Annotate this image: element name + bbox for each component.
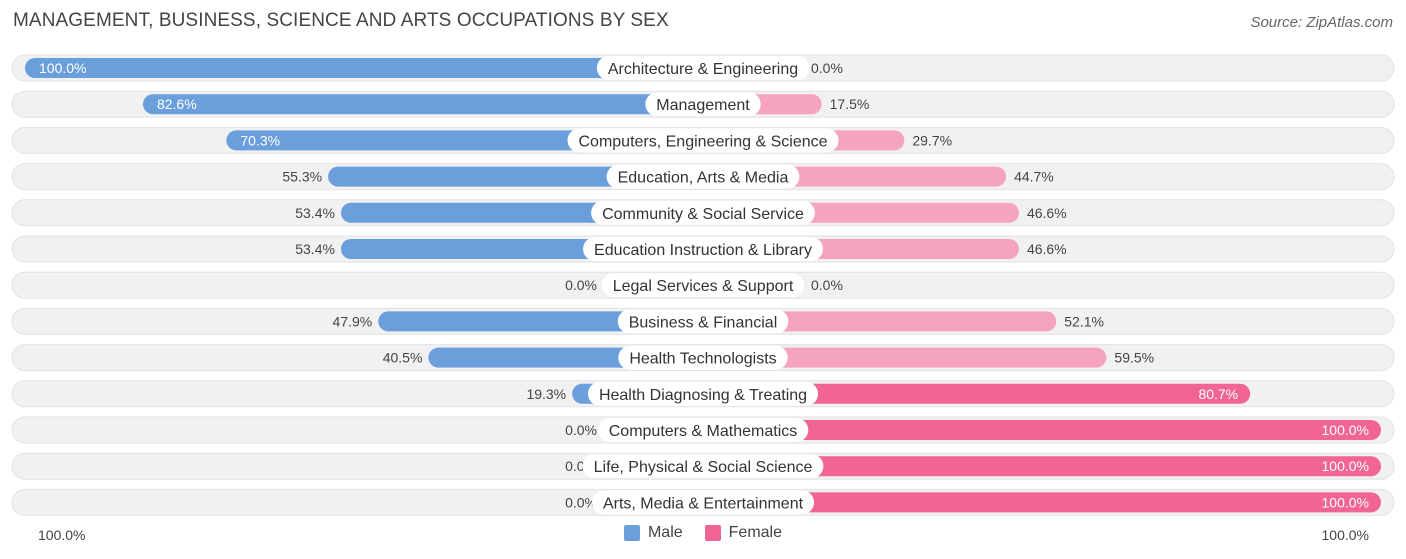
female-bar	[703, 420, 1381, 440]
female-bar	[703, 311, 1057, 332]
female-value-label: 100.0%	[1322, 422, 1369, 438]
female-value-label: 100.0%	[1322, 458, 1369, 474]
male-value-label: 40.5%	[383, 350, 423, 366]
legend: Male Female	[0, 524, 1406, 542]
legend-swatch-male	[623, 525, 640, 541]
category-label: Education, Arts & Media	[618, 170, 789, 187]
category-pill	[606, 164, 800, 189]
category-pill	[618, 345, 788, 370]
category-label: Health Technologists	[629, 351, 776, 368]
female-value-label: 80.7%	[1198, 386, 1238, 402]
female-bar	[703, 383, 1251, 404]
source-note: Source: ZipAtlas.com	[1250, 14, 1393, 31]
category-pill	[601, 273, 805, 298]
category-pill	[591, 200, 815, 225]
female-value-label: 17.5%	[830, 96, 870, 112]
category-label: Community & Social Service	[602, 206, 804, 223]
category-pill	[597, 418, 809, 442]
category-label: Arts, Media & Entertainment	[603, 495, 804, 512]
category-pill	[582, 454, 824, 479]
male-value-label: 100.0%	[39, 60, 86, 76]
male-value-label: 53.4%	[295, 205, 335, 221]
category-pill	[587, 381, 819, 406]
category-pill	[617, 309, 789, 334]
legend-item-male[interactable]: Male	[623, 524, 683, 542]
female-bar	[703, 347, 1107, 368]
female-value-label: 29.7%	[912, 132, 952, 148]
category-label: Computers, Engineering & Science	[578, 133, 827, 150]
chart-title: MANAGEMENT, BUSINESS, SCIENCE AND ARTS O…	[13, 10, 669, 31]
male-value-label: 0.0%	[565, 422, 597, 438]
male-value-label: 53.4%	[295, 241, 335, 257]
category-label: Business & Financial	[629, 314, 778, 331]
category-label: Architecture & Engineering	[608, 61, 798, 78]
male-bar	[25, 58, 703, 78]
category-label: Legal Services & Support	[613, 278, 794, 295]
legend-label-male: Male	[647, 524, 683, 541]
category-pill	[583, 237, 823, 261]
category-pill	[596, 56, 810, 80]
category-label: Education Instruction & Library	[594, 242, 812, 259]
category-label: Computers & Mathematics	[609, 423, 798, 440]
male-bar	[142, 94, 704, 115]
category-pill	[567, 128, 839, 153]
male-value-label: 47.9%	[333, 313, 373, 329]
female-value-label: 46.6%	[1027, 241, 1067, 257]
female-value-label: 46.6%	[1027, 205, 1067, 221]
category-pill	[645, 92, 761, 117]
legend-label-female: Female	[728, 524, 783, 541]
male-value-label: 55.3%	[282, 169, 322, 185]
female-value-label: 59.5%	[1114, 350, 1154, 366]
male-value-label: 70.3%	[240, 132, 280, 148]
legend-swatch-female	[704, 525, 721, 541]
female-value-label: 44.7%	[1014, 169, 1054, 185]
female-value-label: 52.1%	[1064, 313, 1104, 329]
axis-right-label: 100.0%	[1321, 527, 1369, 543]
male-value-label: 0.0%	[565, 277, 597, 293]
category-label: Life, Physical & Social Science	[594, 459, 813, 476]
female-value-label: 100.0%	[1322, 494, 1369, 510]
male-value-label: 82.6%	[157, 96, 197, 112]
category-pill	[591, 490, 815, 515]
category-label: Management	[656, 97, 750, 114]
axis-left-label: 100.0%	[38, 527, 86, 543]
chart-svg: 100.0% 0.0% Architecture & Engineering 82.6…	[11, 54, 1395, 516]
male-value-label: 0.0%	[565, 494, 597, 510]
female-value-label: 0.0%	[811, 277, 843, 293]
female-bar	[703, 492, 1381, 513]
female-value-label: 0.0%	[811, 60, 843, 76]
category-label: Health Diagnosing & Treating	[599, 387, 807, 404]
legend-item-female[interactable]: Female	[704, 524, 783, 542]
male-value-label: 19.3%	[526, 386, 566, 402]
female-bar	[703, 456, 1381, 477]
